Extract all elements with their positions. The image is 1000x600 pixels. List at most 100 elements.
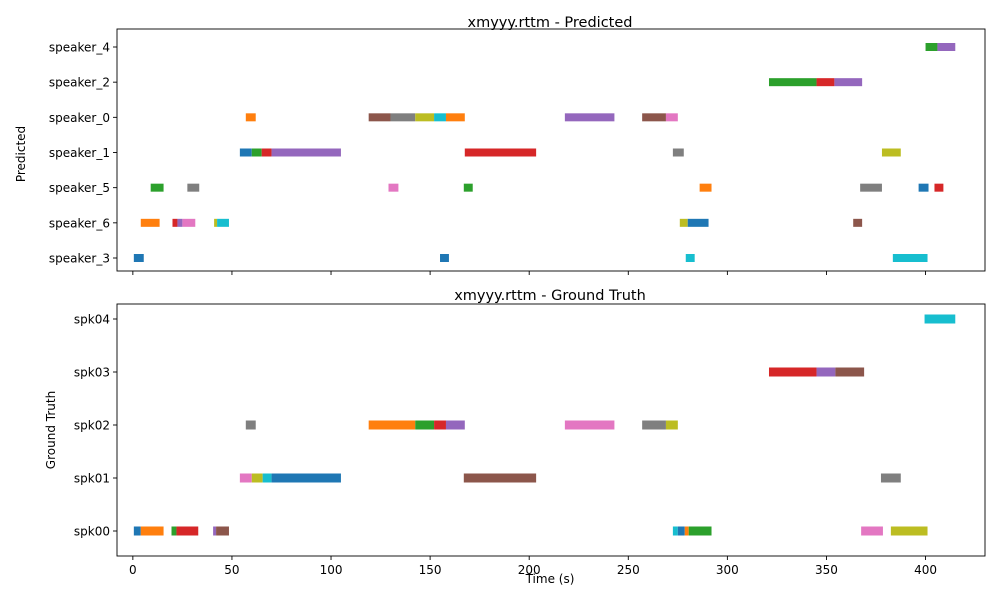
ground-truth-segment-spk01 bbox=[880, 473, 901, 483]
predicted-segment-speaker_0 bbox=[642, 113, 666, 122]
predicted-segment-speaker_2 bbox=[768, 78, 817, 87]
ground-truth-segment-spk01 bbox=[251, 473, 263, 483]
ground-truth-segment-spk01 bbox=[262, 473, 272, 483]
predicted-segment-speaker_0 bbox=[368, 113, 391, 122]
predicted-segment-speaker_6 bbox=[214, 218, 218, 227]
ground-truth-y-ticks: spk04 spk03 spk02 spk01 spk00 bbox=[74, 313, 117, 539]
predicted-segment-speaker_5 bbox=[150, 183, 164, 192]
predicted-segment-speaker_6 bbox=[217, 218, 229, 227]
predicted-segment-speaker_2 bbox=[834, 78, 863, 87]
ground-truth-segment-spk02 bbox=[445, 420, 465, 430]
ground-truth-segment-spk02 bbox=[665, 420, 678, 430]
ground-truth-title: xmyyy.rttm - Ground Truth bbox=[454, 288, 646, 304]
predicted-segment-speaker_0 bbox=[665, 113, 678, 122]
ground-truth-segment-spk01 bbox=[239, 473, 252, 483]
predicted-segments bbox=[133, 43, 956, 262]
ground-truth-y-tick-label: spk03 bbox=[74, 366, 110, 380]
predicted-title: xmyyy.rttm - Predicted bbox=[468, 15, 633, 31]
ground-truth-segment-spk03 bbox=[835, 367, 865, 377]
ground-truth-segments bbox=[133, 314, 956, 536]
predicted-y-axis-label: Predicted bbox=[14, 126, 28, 182]
ground-truth-segment-spk02 bbox=[434, 420, 446, 430]
predicted-y-tick-label: speaker_3 bbox=[49, 252, 110, 266]
predicted-y-tick-label: speaker_5 bbox=[49, 181, 110, 195]
x-tick-label: 150 bbox=[419, 563, 442, 577]
predicted-segment-speaker_3 bbox=[892, 254, 928, 262]
ground-truth-y-tick-label: spk02 bbox=[74, 419, 110, 433]
predicted-segment-speaker_1 bbox=[271, 148, 341, 157]
ground-truth-segment-spk02 bbox=[564, 420, 615, 430]
predicted-segment-speaker_1 bbox=[881, 148, 901, 157]
x-tick-label: 0 bbox=[129, 563, 137, 577]
ground-truth-y-tick-label: spk04 bbox=[74, 313, 110, 327]
predicted-segment-speaker_1 bbox=[261, 148, 272, 157]
ground-truth-segment-spk00 bbox=[861, 526, 883, 536]
predicted-segment-speaker_6 bbox=[140, 218, 160, 227]
predicted-y-ticks: speaker_4 speaker_2 speaker_0 speaker_1spea… bbox=[49, 41, 117, 266]
ground-truth-x-ticks: 0 50 100 150 200 250 300 350 400 bbox=[129, 556, 937, 577]
x-tick-label: 400 bbox=[914, 563, 937, 577]
predicted-segment-speaker_1 bbox=[239, 148, 252, 157]
predicted-segment-speaker_6 bbox=[687, 218, 709, 227]
ground-truth-segment-spk00 bbox=[684, 526, 689, 536]
predicted-x-ticks bbox=[132, 271, 926, 275]
x-tick-label: 350 bbox=[815, 563, 838, 577]
ground-truth-plot-frame bbox=[116, 303, 986, 557]
predicted-panel: xmyyy.rttm - Predicted speaker_4speaker_… bbox=[14, 15, 986, 275]
predicted-segment-speaker_6 bbox=[177, 218, 183, 227]
predicted-segment-speaker_5 bbox=[699, 183, 712, 192]
predicted-segment-speaker_4 bbox=[925, 43, 938, 51]
predicted-segment-speaker_0 bbox=[434, 113, 446, 122]
ground-truth-segment-spk01 bbox=[463, 473, 537, 483]
ground-truth-y-axis-label: Ground Truth bbox=[44, 391, 58, 469]
ground-truth-segment-spk03 bbox=[768, 367, 817, 377]
ground-truth-segment-spk02 bbox=[642, 420, 666, 430]
ground-truth-segment-spk00 bbox=[216, 526, 229, 536]
ground-truth-segment-spk04 bbox=[924, 314, 956, 324]
x-tick-label: 250 bbox=[617, 563, 640, 577]
predicted-segment-speaker_5 bbox=[388, 183, 399, 192]
ground-truth-segment-spk02 bbox=[368, 420, 416, 430]
predicted-segment-speaker_0 bbox=[390, 113, 416, 122]
x-tick-label: 300 bbox=[716, 563, 739, 577]
predicted-segment-speaker_4 bbox=[937, 43, 956, 51]
ground-truth-panel: xmyyy.rttm - Ground Truth spk04 spk03 spk0… bbox=[44, 288, 986, 577]
predicted-segment-speaker_2 bbox=[816, 78, 835, 87]
x-tick-label: 200 bbox=[518, 563, 541, 577]
x-axis-label: Time (s) bbox=[525, 572, 575, 586]
predicted-y-tick-label: speaker_6 bbox=[49, 216, 110, 230]
predicted-segment-speaker_0 bbox=[245, 113, 256, 122]
predicted-segment-speaker_3 bbox=[685, 254, 695, 262]
predicted-segment-speaker_3 bbox=[133, 254, 144, 262]
predicted-segment-speaker_5 bbox=[918, 183, 929, 192]
predicted-segment-speaker_6 bbox=[172, 218, 178, 227]
ground-truth-segment-spk01 bbox=[271, 473, 341, 483]
x-tick-label: 100 bbox=[320, 563, 343, 577]
predicted-segment-speaker_1 bbox=[464, 148, 537, 157]
predicted-segment-speaker_6 bbox=[182, 218, 196, 227]
ground-truth-segment-spk00 bbox=[677, 526, 685, 536]
ground-truth-segment-spk00 bbox=[176, 526, 199, 536]
predicted-segment-speaker_0 bbox=[415, 113, 435, 122]
ground-truth-segment-spk02 bbox=[415, 420, 435, 430]
ground-truth-segment-spk00 bbox=[171, 526, 177, 536]
predicted-segment-speaker_1 bbox=[672, 148, 684, 157]
ground-truth-segment-spk03 bbox=[816, 367, 836, 377]
predicted-segment-speaker_6 bbox=[853, 218, 863, 227]
ground-truth-segment-spk00 bbox=[890, 526, 928, 536]
predicted-segment-speaker_6 bbox=[679, 218, 688, 227]
predicted-segment-speaker_0 bbox=[445, 113, 465, 122]
predicted-segment-speaker_3 bbox=[440, 254, 449, 262]
ground-truth-segment-spk02 bbox=[245, 420, 256, 430]
ground-truth-segment-spk00 bbox=[672, 526, 678, 536]
ground-truth-segment-spk00 bbox=[688, 526, 712, 536]
predicted-segment-speaker_5 bbox=[860, 183, 882, 192]
predicted-y-tick-label: speaker_0 bbox=[49, 111, 110, 125]
ground-truth-segment-spk00 bbox=[213, 526, 217, 536]
predicted-y-tick-label: speaker_1 bbox=[49, 146, 110, 160]
predicted-segment-speaker_1 bbox=[251, 148, 262, 157]
ground-truth-y-tick-label: spk00 bbox=[74, 525, 110, 539]
predicted-segment-speaker_5 bbox=[463, 183, 473, 192]
predicted-segment-speaker_0 bbox=[564, 113, 615, 122]
